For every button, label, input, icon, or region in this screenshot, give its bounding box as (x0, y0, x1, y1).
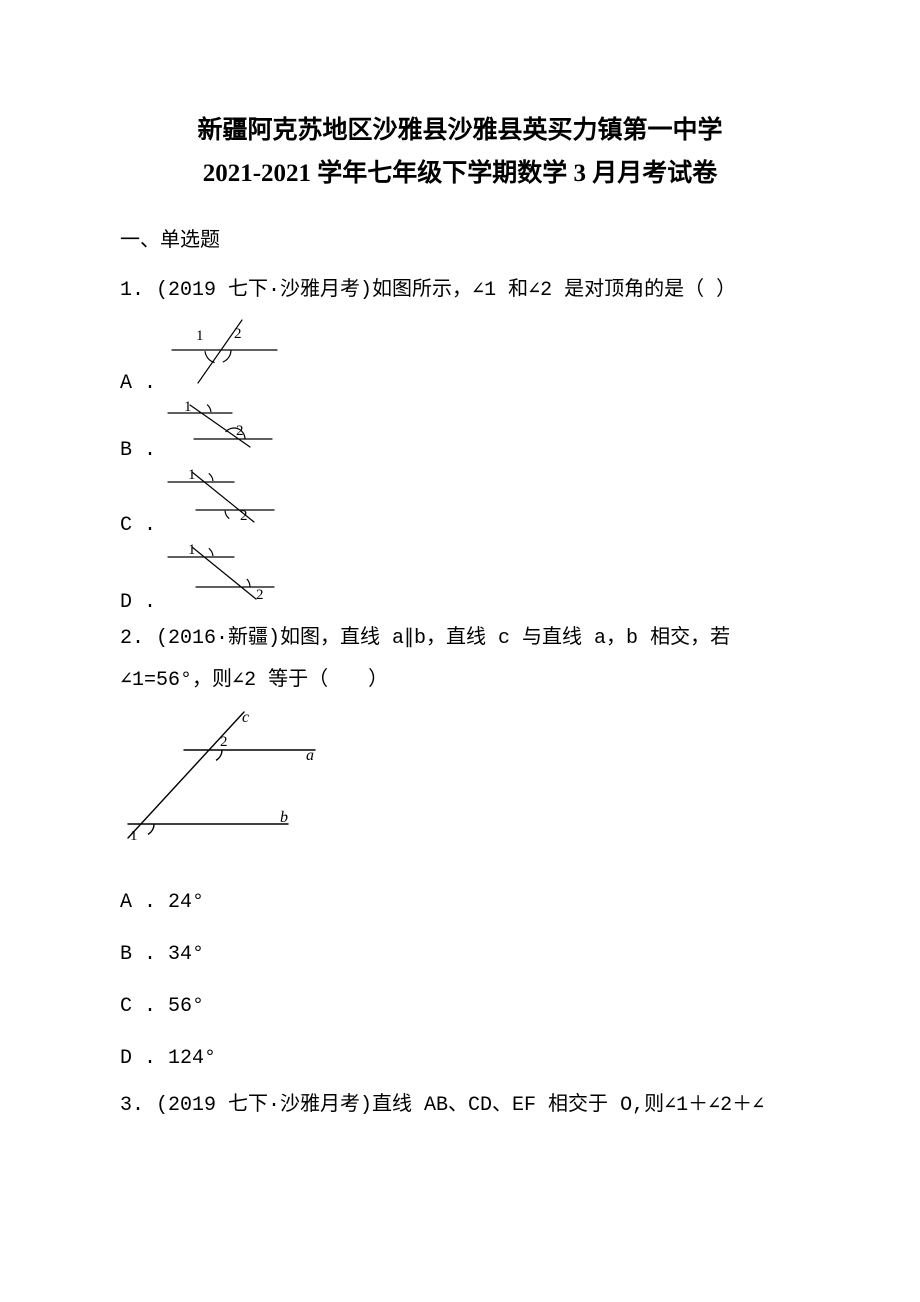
q2-options: A . 24° B . 34° C . 56° D . 124° (120, 877, 800, 1085)
svg-text:2: 2 (236, 423, 244, 439)
option-text: 34° (168, 943, 204, 966)
q1-figure-b: 12 (162, 399, 282, 462)
q3-source: (2019 七下·沙雅月考) (156, 1094, 372, 1117)
question-2: 2. (2016·新疆)如图，直线 a∥b，直线 c 与直线 a，b 相交，若∠… (120, 618, 800, 702)
option-label: A . (120, 372, 156, 395)
q2-source: (2016·新疆) (156, 627, 280, 650)
svg-text:1: 1 (188, 467, 196, 483)
q1-figure-d: 12 (162, 541, 282, 614)
question-3: 3. (2019 七下·沙雅月考)直线 AB、CD、EF 相交于 O,则∠1＋∠… (120, 1085, 800, 1127)
exam-title: 新疆阿克苏地区沙雅县沙雅县英买力镇第一中学 2021-2021 学年七年级下学期… (120, 110, 800, 195)
q1-options: A . 12 B . 12 C . 12 D . 12 (120, 318, 800, 614)
svg-text:2: 2 (234, 326, 242, 342)
title-line-2: 2021-2021 学年七年级下学期数学 3 月月考试卷 (120, 153, 800, 196)
svg-text:2: 2 (240, 508, 248, 524)
option-label: D . (120, 1047, 156, 1070)
svg-text:b: b (280, 809, 288, 826)
q1-figure-a: 12 (162, 318, 282, 395)
q2-number: 2. (120, 627, 144, 650)
q2-option-d: D . 124° (120, 1033, 800, 1085)
option-text: 24° (168, 891, 204, 914)
q3-stem: 直线 AB、CD、EF 相交于 O,则∠1＋∠2＋∠ (372, 1094, 764, 1117)
svg-text:1: 1 (196, 328, 204, 344)
option-label: D . (120, 591, 156, 614)
q1-option-b: B . 12 (120, 399, 800, 462)
option-label: C . (120, 995, 156, 1018)
svg-text:2: 2 (220, 734, 228, 750)
option-text: 124° (168, 1047, 216, 1070)
svg-text:a: a (306, 747, 314, 764)
title-line-1: 新疆阿克苏地区沙雅县沙雅县英买力镇第一中学 (120, 110, 800, 153)
q1-source: (2019 七下·沙雅月考) (156, 279, 372, 302)
q1-number: 1. (120, 279, 144, 302)
option-label: B . (120, 943, 156, 966)
q2-figure: c2 a b 1 (120, 708, 800, 853)
q2-option-b: B . 34° (120, 929, 800, 981)
q3-number: 3. (120, 1094, 144, 1117)
option-label: B . (120, 439, 156, 462)
q2-option-c: C . 56° (120, 981, 800, 1033)
q1-option-a: A . 12 (120, 318, 800, 395)
option-text: 56° (168, 995, 204, 1018)
svg-text:1: 1 (188, 542, 196, 558)
svg-text:2: 2 (256, 587, 264, 603)
q1-figure-c: 12 (162, 466, 282, 537)
q2-option-a: A . 24° (120, 877, 800, 929)
section-heading: 一、单选题 (120, 223, 800, 252)
svg-text:1: 1 (130, 828, 138, 844)
option-label: C . (120, 514, 156, 537)
q1-stem: 如图所示，∠1 和∠2 是对顶角的是（ ） (372, 279, 736, 302)
q1-option-c: C . 12 (120, 466, 800, 537)
option-label: A . (120, 891, 156, 914)
q1-option-d: D . 12 (120, 541, 800, 614)
svg-text:1: 1 (184, 399, 192, 415)
question-1: 1. (2019 七下·沙雅月考)如图所示，∠1 和∠2 是对顶角的是（ ） (120, 270, 800, 312)
svg-text:c: c (242, 709, 249, 726)
